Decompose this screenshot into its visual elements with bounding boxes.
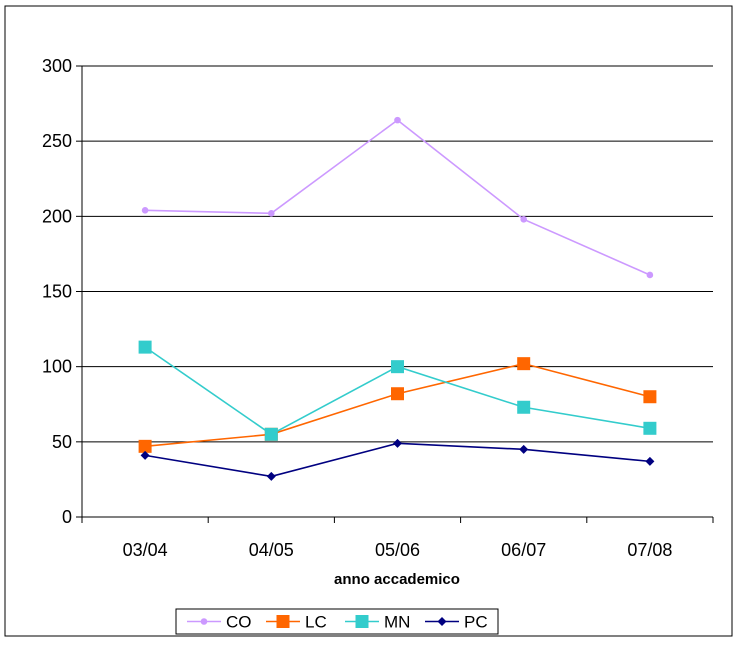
data-point [645,456,655,466]
data-point [643,390,657,404]
data-point [266,471,276,481]
data-point [268,210,275,217]
data-point [391,387,404,401]
series-co [141,116,654,279]
series-pc [140,438,655,481]
data-point [520,216,527,223]
series [138,116,657,481]
x-tick-label: 03/04 [123,540,168,560]
y-tick-label: 250 [42,131,72,151]
data-point [138,340,152,354]
data-point [643,421,657,435]
data-point [519,444,529,454]
data-point [517,400,531,414]
chart-border [4,5,733,637]
x-tick-label: 07/08 [627,540,672,560]
y-tick-label: 200 [42,206,72,226]
legend: CO LC MN PC [175,608,499,635]
legend-label: PC [464,613,488,632]
y-tick-label: 100 [42,357,72,377]
data-point [517,357,531,371]
x-axis-ticks: 03/04 04/05 05/06 06/07 07/08 [81,517,714,560]
x-axis-label: anno accademico [334,571,460,588]
data-point [646,271,654,279]
x-tick-label: 04/05 [249,540,294,560]
legend-item: CO [187,613,252,632]
data-point [140,450,150,460]
data-point [264,427,278,441]
grid-lines [82,65,713,443]
x-tick-label: 06/07 [501,540,546,560]
legend-marker [276,615,290,628]
data-point [138,439,152,453]
legend-item: LC [266,613,327,632]
legend-item: PC [425,613,488,632]
data-point [393,438,402,448]
data-point [141,207,149,214]
legend-label: CO [226,613,252,632]
data-point [391,360,404,374]
y-tick-label: 0 [62,507,72,527]
legend-marker [437,617,447,626]
legend-item: MN [345,613,410,632]
legend-marker [355,615,369,628]
legend-marker [200,618,208,625]
x-tick-label: 05/06 [375,540,420,560]
data-point [394,116,401,124]
y-axis-ticks: 0 50 100 150 200 250 300 [42,56,82,527]
y-tick-label: 150 [42,282,72,302]
y-tick-label: 50 [52,432,72,452]
legend-label: LC [305,613,327,632]
y-tick-label: 300 [42,56,72,76]
legend-label: MN [384,613,410,632]
series-mn [138,340,657,441]
